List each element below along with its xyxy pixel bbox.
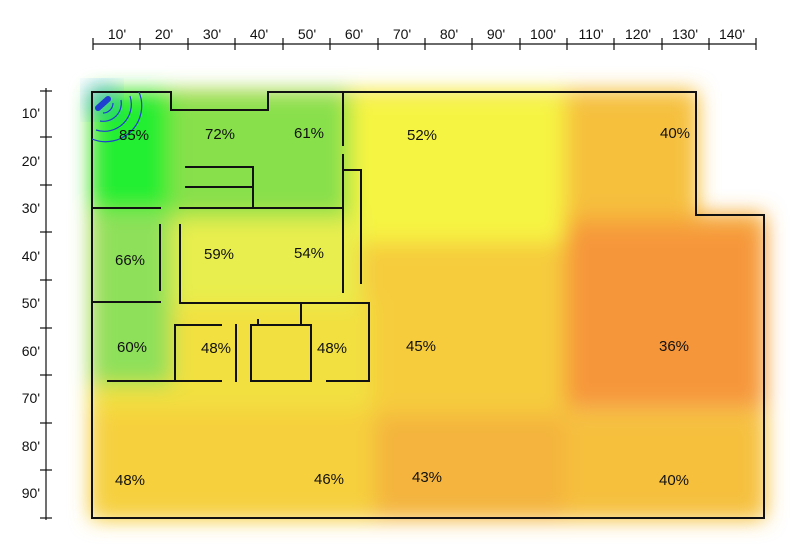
signal-strength-label: 43% — [412, 469, 442, 486]
signal-strength-label: 36% — [659, 338, 689, 355]
signal-strength-label: 59% — [204, 246, 234, 263]
wifi-router-icon[interactable] — [91, 91, 143, 143]
x-tick-label: 60' — [345, 26, 363, 42]
heat-zone-right-top — [560, 92, 696, 232]
x-tick-label: 10' — [108, 26, 126, 42]
signal-waves — [91, 91, 143, 143]
y-tick-label: 50' — [22, 295, 40, 311]
x-tick-label: 80' — [440, 26, 458, 42]
signal-strength-label: 60% — [117, 339, 147, 356]
x-tick-label: 100' — [530, 26, 556, 42]
x-ruler-labels: 10' 20' 30' 40' 50' 60' 70' 80' 90' 100'… — [108, 26, 745, 42]
signal-strength-label: 46% — [314, 471, 344, 488]
signal-strength-label: 61% — [294, 125, 324, 142]
signal-strength-label: 40% — [660, 125, 690, 142]
heat-zone-mid-yellow — [170, 210, 360, 305]
x-tick-label: 70' — [393, 26, 411, 42]
y-ruler-labels: 10' 20' 30' 40' 50' 60' 70' 80' 90' — [22, 105, 40, 501]
signal-strength-label: 40% — [659, 472, 689, 489]
y-tick-label: 80' — [22, 438, 40, 454]
x-tick-label: 50' — [298, 26, 316, 42]
outer-wall — [91, 91, 765, 519]
x-tick-label: 110' — [579, 26, 604, 42]
y-tick-label: 60' — [22, 343, 40, 359]
x-tick-label: 30' — [203, 26, 221, 42]
signal-labels: 85% 72% 61% 52% 40% 66% 59% 54% 60% 48% … — [115, 125, 690, 489]
x-tick-label: 90' — [487, 26, 505, 42]
signal-strength-label: 48% — [201, 340, 231, 357]
signal-strength-label: 54% — [294, 245, 324, 262]
heatmap-layer — [84, 82, 764, 518]
signal-strength-label: 72% — [205, 126, 235, 143]
signal-strength-label: 52% — [407, 127, 437, 144]
heat-zone-upper-green — [165, 92, 350, 217]
heat-zone-center — [360, 225, 570, 415]
signal-wave — [102, 102, 114, 114]
x-tick-label: 140' — [719, 26, 745, 42]
heat-zone-bottom — [92, 395, 382, 518]
y-tick-label: 90' — [22, 485, 40, 501]
y-tick-label: 20' — [22, 153, 40, 169]
heat-zone-left-green — [92, 200, 172, 385]
signal-strength-label: 48% — [317, 340, 347, 357]
y-tick-label: 10' — [22, 105, 40, 121]
heat-zone-bottom-mid — [375, 410, 575, 518]
floorplan-walls — [91, 91, 765, 519]
signal-strength-label: 45% — [406, 338, 436, 355]
signal-strength-label: 48% — [115, 472, 145, 489]
heat-zone-upper-yellow — [340, 92, 565, 242]
heat-zone-right-mid — [565, 228, 764, 408]
x-tick-label: 20' — [155, 26, 173, 42]
x-tick-label: 40' — [250, 26, 268, 42]
signal-strength-label: 66% — [115, 252, 145, 269]
signal-wave — [99, 99, 122, 122]
heat-hotspot-router — [84, 82, 120, 118]
x-ruler — [92, 38, 757, 50]
y-tick-label: 70' — [22, 390, 40, 406]
y-tick-label: 40' — [22, 248, 40, 264]
signal-wave — [95, 95, 132, 132]
signal-wave — [91, 91, 143, 143]
heat-zone-bottom-right — [565, 410, 764, 518]
router-body — [95, 96, 111, 111]
x-tick-label: 130' — [672, 26, 698, 42]
x-tick-label: 120' — [625, 26, 651, 42]
y-ruler — [40, 88, 52, 520]
y-tick-label: 30' — [22, 200, 40, 216]
signal-strength-label: 85% — [119, 127, 149, 144]
wall — [342, 169, 362, 284]
